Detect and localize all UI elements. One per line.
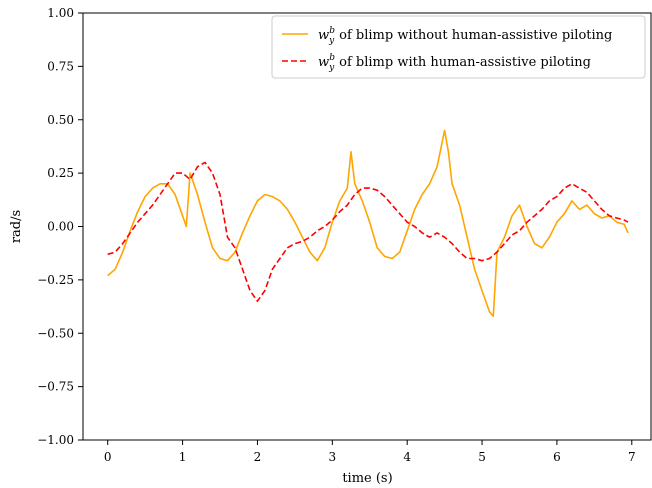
- x-tick-label: 4: [403, 450, 411, 464]
- legend-label-1: wyb of blimp with human-assistive piloti…: [318, 53, 591, 73]
- series-line-1: [107, 161, 629, 303]
- legend-subscript: y: [328, 36, 335, 46]
- y-tick-label: −0.25: [37, 273, 74, 287]
- y-ticks: 1.00 0.75 0.50 0.25 0.00 −0.25 −0.50 −0.75 −1.00: [37, 6, 83, 447]
- x-tick-label: 2: [254, 450, 262, 464]
- x-tick-label: 5: [478, 450, 486, 464]
- y-tick-label: 1.00: [47, 6, 74, 20]
- legend-superscript: b: [329, 53, 335, 63]
- series-line-0: [107, 129, 629, 318]
- y-tick-label: 0.50: [47, 113, 74, 127]
- series-layer: [107, 129, 629, 318]
- x-axis-label: time (s): [342, 471, 392, 486]
- legend-subscript: y: [328, 63, 335, 73]
- legend-symbol: w: [318, 28, 329, 43]
- x-tick-label: 6: [553, 450, 561, 464]
- y-tick-label: −0.75: [37, 380, 74, 394]
- legend-text: of blimp with human-assistive piloting: [335, 55, 591, 70]
- legend-box: [271, 15, 646, 79]
- y-tick-label: −1.00: [37, 433, 74, 447]
- y-axis-label: rad/s: [9, 210, 24, 243]
- y-tick-label: 0.75: [47, 59, 74, 73]
- x-tick-label: 0: [104, 450, 112, 464]
- legend-text: of blimp without human-assistive pilotin…: [335, 28, 612, 43]
- y-tick-label: 0.25: [47, 166, 74, 180]
- y-tick-label: −0.50: [37, 326, 74, 340]
- x-tick-label: 1: [179, 450, 187, 464]
- x-tick-label: 3: [328, 450, 336, 464]
- y-tick-label: 0.00: [47, 220, 74, 234]
- legend: wyb of blimp without human-assistive pil…: [271, 15, 646, 79]
- legend-symbol: w: [318, 55, 329, 70]
- legend-superscript: b: [329, 26, 335, 36]
- legend-label-0: wyb of blimp without human-assistive pil…: [318, 26, 612, 46]
- x-tick-label: 7: [628, 450, 636, 464]
- x-ticks: 0 1 2 3 4 5 6 7: [104, 440, 636, 464]
